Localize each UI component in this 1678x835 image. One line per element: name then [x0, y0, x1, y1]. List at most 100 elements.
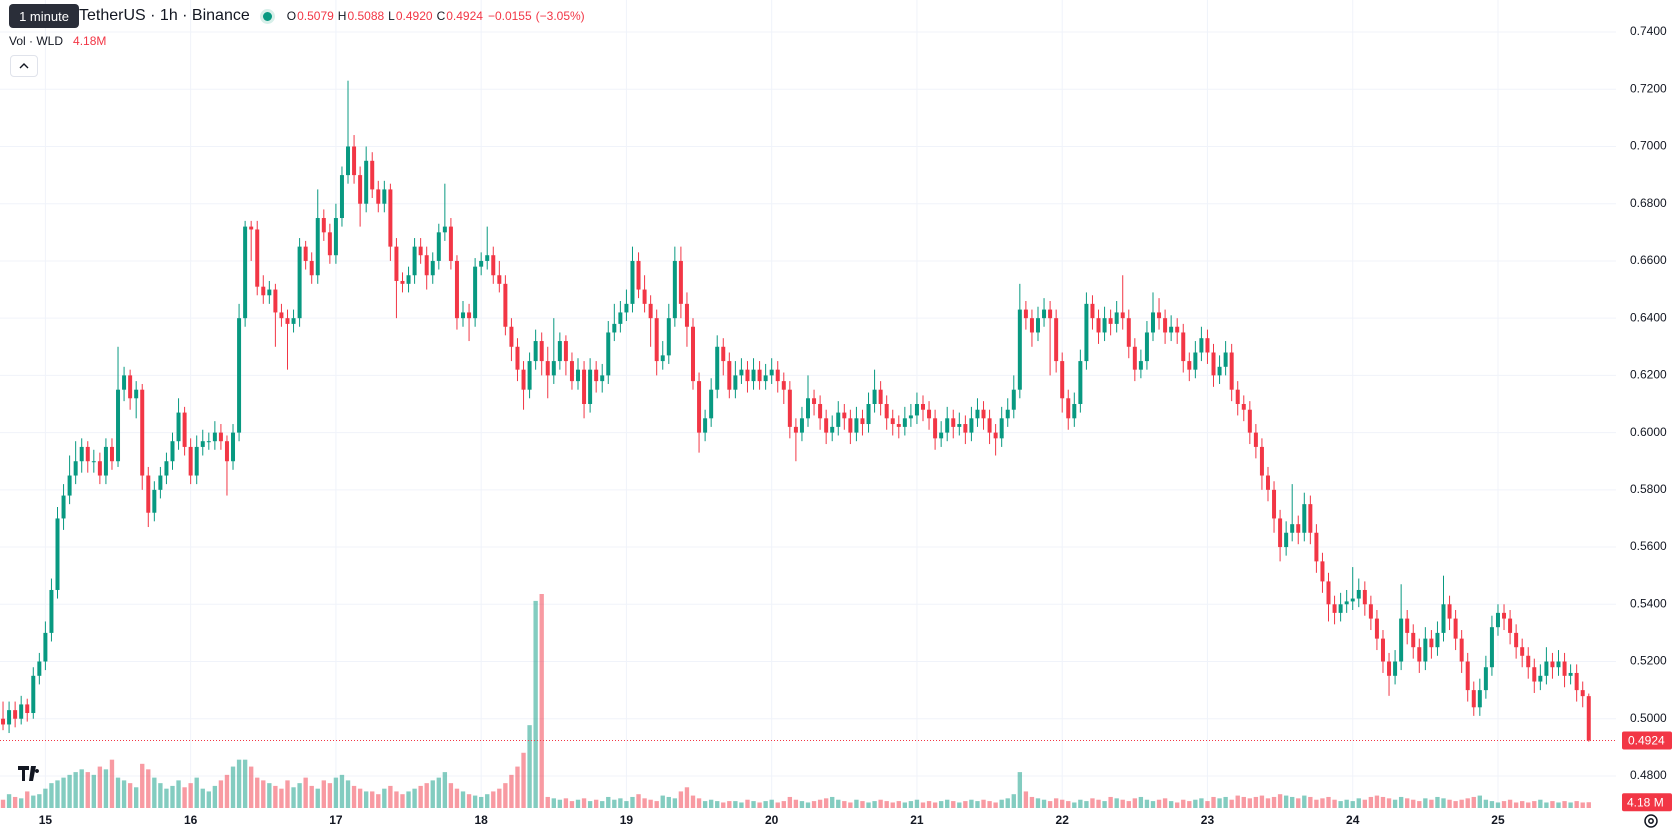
volume-bar	[696, 798, 702, 808]
candle-body	[1332, 604, 1337, 613]
candle-body	[818, 404, 823, 419]
volume-bar	[230, 766, 236, 808]
candle-body	[1247, 409, 1252, 433]
tv-logo[interactable]	[18, 766, 40, 781]
candle-body	[1144, 332, 1149, 362]
volume-bar	[1562, 801, 1567, 808]
candle-body	[1489, 627, 1494, 668]
candle-body	[370, 160, 375, 190]
y-tick-label: 0.4800	[1630, 768, 1667, 782]
volume-name[interactable]: Vol · WLD	[9, 34, 64, 48]
volume-bar	[1247, 798, 1253, 808]
candle-body	[1169, 326, 1174, 333]
volume-bar	[884, 801, 889, 808]
candle-body	[582, 369, 587, 404]
candle-body	[97, 461, 102, 476]
volume-bar	[297, 783, 302, 808]
candle-body	[85, 446, 90, 462]
settings-icon[interactable]	[1644, 814, 1658, 828]
volume-bar	[860, 801, 865, 808]
candle-body	[1447, 604, 1452, 619]
volume-bar	[485, 794, 490, 808]
volume-bar	[140, 763, 145, 808]
candle-body	[1338, 604, 1343, 613]
candle-body	[1526, 655, 1531, 668]
volume-bar	[55, 780, 60, 808]
volume-bar	[1181, 799, 1186, 808]
candle-body	[1199, 338, 1204, 353]
candle-body	[1435, 632, 1440, 648]
volume-bar	[430, 780, 435, 808]
candle-body	[485, 255, 490, 261]
candle-body	[1502, 612, 1507, 619]
volume-bar	[1175, 802, 1180, 808]
volume-bar	[1447, 799, 1452, 808]
ohlc-value: 0.4920	[395, 9, 433, 23]
candle-body	[1060, 361, 1065, 399]
volume-bar	[581, 798, 587, 808]
volume-bar	[830, 796, 835, 808]
candle-body	[691, 326, 696, 382]
volume-bar	[1271, 796, 1277, 808]
volume-bar	[1078, 799, 1083, 808]
volume-bar	[79, 769, 84, 808]
volume-bar	[896, 801, 901, 808]
volume-bar	[527, 725, 532, 808]
candle-body	[436, 232, 441, 261]
candle-body	[224, 441, 229, 462]
candle-body	[400, 280, 405, 284]
volume-bar	[321, 780, 326, 808]
candle-body	[884, 404, 889, 419]
candle-body	[678, 260, 683, 304]
candle-body	[237, 318, 242, 433]
volume-bar	[1507, 799, 1513, 808]
volume-bar	[1314, 799, 1319, 808]
volume-bar	[109, 759, 115, 808]
candle-body	[116, 389, 121, 462]
volume-bar	[848, 802, 853, 808]
candle-body	[1477, 690, 1482, 708]
candle-body	[31, 675, 36, 714]
x-tick-label: 19	[620, 813, 634, 827]
volume-bar	[1005, 798, 1010, 808]
candle-body	[660, 355, 665, 362]
candle-body	[1441, 604, 1446, 633]
volume-tag-label: 4.18 M	[1627, 795, 1664, 809]
volume-bar	[503, 783, 508, 808]
volume-bar	[1114, 798, 1119, 808]
candle-body	[987, 418, 992, 433]
candle-body	[769, 369, 774, 376]
candle-body	[545, 361, 550, 376]
volume-bar	[1386, 798, 1392, 808]
candle-body	[1066, 398, 1071, 419]
candle-body	[61, 495, 66, 519]
collapse-button[interactable]	[10, 55, 38, 77]
y-tick-label: 0.6200	[1630, 368, 1667, 382]
candle-body	[842, 412, 847, 419]
volume-bar	[1132, 798, 1138, 808]
ohlc-value: 0.5088	[347, 9, 385, 23]
candle-body	[896, 424, 901, 427]
volume-bar	[533, 600, 538, 808]
candle-body	[1241, 404, 1246, 410]
volume-bar	[1259, 795, 1265, 808]
volume-bar	[1513, 802, 1519, 808]
volume-bar	[1035, 798, 1041, 808]
volume-bar	[539, 594, 544, 808]
volume-bar	[1211, 796, 1216, 808]
symbol[interactable]: TetherUS · 1h · Binance	[79, 7, 250, 24]
candle-body	[1072, 404, 1077, 419]
volume-bar	[1532, 801, 1537, 808]
volume-legend: Vol · WLD 4.18M	[9, 32, 106, 50]
volume-bar	[1538, 799, 1543, 808]
candle-body	[927, 409, 932, 419]
candle-body	[279, 312, 284, 319]
candle-body	[7, 710, 12, 725]
volume-bar	[273, 785, 278, 808]
candle-body	[200, 441, 205, 447]
volume-bar	[418, 785, 423, 808]
volume-bar	[1029, 796, 1035, 808]
volume-bar	[932, 802, 938, 808]
volume-bar	[654, 801, 659, 808]
ohlc-key: H	[337, 9, 347, 23]
